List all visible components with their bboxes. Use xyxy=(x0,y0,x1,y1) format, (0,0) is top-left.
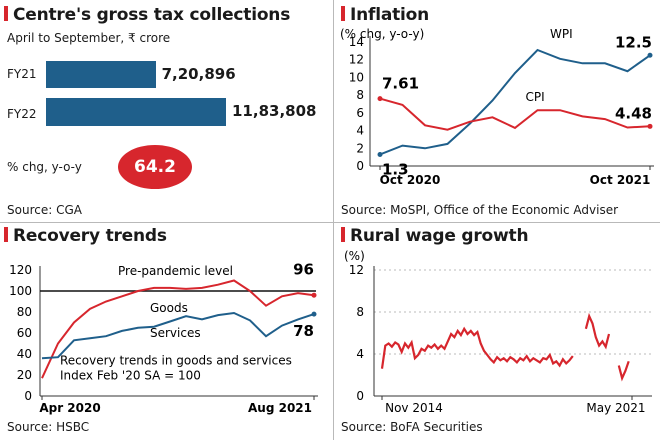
inflation-cpi-start-label: 7.61 xyxy=(382,75,419,93)
rural-ytick-label: 12 xyxy=(349,263,364,277)
inflation-point-wpi xyxy=(647,52,653,58)
recovery-source: Source: HSBC xyxy=(7,420,90,434)
inflation-series-cpi xyxy=(379,97,651,131)
inflation-title-text: Inflation xyxy=(350,5,430,25)
recovery-services-end-label: 78 xyxy=(293,322,314,340)
gross-tax-title-text: Centre's gross tax collections xyxy=(13,5,291,25)
inflation-point-cpi xyxy=(377,96,383,102)
inflation-xtick-label: Oct 2021 xyxy=(590,173,651,187)
recovery-xtick-label: Aug 2021 xyxy=(248,401,312,415)
recovery-legend-goods: Goods xyxy=(150,301,188,315)
rural-ytick-label: 0 xyxy=(356,389,364,403)
title-marker-icon xyxy=(341,227,345,242)
inflation-ytick-label: 8 xyxy=(356,88,364,102)
bar-fy22 xyxy=(46,98,226,126)
recovery-series-goods xyxy=(41,279,315,379)
inflation-ytick-label: 12 xyxy=(349,53,364,67)
title-marker-icon xyxy=(4,227,8,242)
rural-title-text: Rural wage growth xyxy=(350,226,529,246)
recovery-endpoint-services xyxy=(311,311,317,317)
rural-xtick-label: Nov 2014 xyxy=(385,401,443,415)
recovery-ytick-label: 20 xyxy=(17,368,32,382)
inflation-ytick-label: 4 xyxy=(356,124,364,138)
gross-tax-subtitle: April to September, ₹ crore xyxy=(7,31,171,45)
inflation-title: Inflation xyxy=(341,5,429,25)
bar-value-fy21: 7,20,896 xyxy=(161,65,236,83)
recovery-title-text: Recovery trends xyxy=(13,226,167,246)
recovery-legend-services: Services xyxy=(150,326,201,340)
inflation-ytick-label: 6 xyxy=(356,106,364,120)
bar-label-fy21: FY21 xyxy=(7,67,37,81)
rural-wage-series-segment xyxy=(380,326,574,369)
inflation-ytick-label: 0 xyxy=(356,159,364,173)
inflation-point-cpi xyxy=(647,123,653,129)
inflation-point-wpi xyxy=(377,151,383,157)
pct-change-label: % chg, y-o-y xyxy=(7,160,82,174)
recovery-ytick-label: 40 xyxy=(17,347,32,361)
recovery-title: Recovery trends xyxy=(4,226,167,246)
rural-ylabel: (%) xyxy=(344,249,365,263)
recovery-ytick-label: 0 xyxy=(24,389,32,403)
inflation-ytick-label: 10 xyxy=(349,70,364,84)
inflation-cpi-end-label: 4.48 xyxy=(615,104,652,122)
rural-ytick-label: 4 xyxy=(356,347,364,361)
inflation-ytick-label: 14 xyxy=(349,35,364,49)
inflation-legend-cpi: CPI xyxy=(526,90,545,104)
recovery-ytick-label: 80 xyxy=(17,305,32,319)
bar-value-fy22: 11,83,808 xyxy=(232,102,317,120)
title-marker-icon xyxy=(4,6,8,21)
recovery-goods-end-label: 96 xyxy=(293,261,314,279)
recovery-endpoint-goods xyxy=(311,292,317,298)
rural-ytick-label: 8 xyxy=(356,305,364,319)
gross-tax-source: Source: CGA xyxy=(7,203,82,217)
horizontal-divider xyxy=(0,222,660,223)
rural-xtick-label: May 2021 xyxy=(586,401,645,415)
recovery-series-services xyxy=(41,311,315,360)
inflation-chart: (% chg, y-o-y) 0 2 4 6 8 10 12 14 Oct 2020 Oct 202… xyxy=(340,27,654,187)
inflation-legend-wpi: WPI xyxy=(550,27,573,41)
recovery-ytick-label: 60 xyxy=(17,326,32,340)
rural-chart: (%) 0 4 8 12 Nov 2014 May 2021 xyxy=(344,249,652,415)
vertical-divider xyxy=(333,0,334,440)
bar-fy21 xyxy=(46,61,156,88)
rural-wage-series-segment xyxy=(584,312,611,350)
inflation-xtick-label: Oct 2020 xyxy=(380,173,441,187)
recovery-ytick-label: 100 xyxy=(9,284,32,298)
recovery-chart: 0 20 40 60 80 100 120 Apr 2020 Aug 2021 Pre-pande… xyxy=(9,261,318,415)
inflation-ylabel: (% chg, y-o-y) xyxy=(340,27,424,41)
inflation-series-wpi xyxy=(379,48,651,156)
inflation-ytick-label: 2 xyxy=(356,141,364,155)
rural-title: Rural wage growth xyxy=(341,226,529,246)
recovery-pre-pandemic-label: Pre-pandemic level xyxy=(118,264,233,278)
recovery-annotation-line2: Index Feb '20 SA = 100 xyxy=(60,368,201,382)
title-marker-icon xyxy=(341,6,345,21)
bar-label-fy22: FY22 xyxy=(7,107,37,121)
rural-source: Source: BoFA Securities xyxy=(341,420,483,434)
inflation-source: Source: MoSPI, Office of the Economic Ad… xyxy=(341,203,619,217)
inflation-wpi-start-label: 1.3 xyxy=(382,160,409,178)
recovery-annotation-line1: Recovery trends in goods and services xyxy=(60,353,292,367)
recovery-xtick-label: Apr 2020 xyxy=(39,401,100,415)
pct-change-badge: 64.2 xyxy=(118,145,192,189)
recovery-ytick-label: 120 xyxy=(9,263,32,277)
inflation-wpi-end-label: 12.5 xyxy=(615,33,652,51)
gross-tax-title: Centre's gross tax collections xyxy=(4,5,290,25)
rural-wage-series-segment xyxy=(617,360,630,382)
